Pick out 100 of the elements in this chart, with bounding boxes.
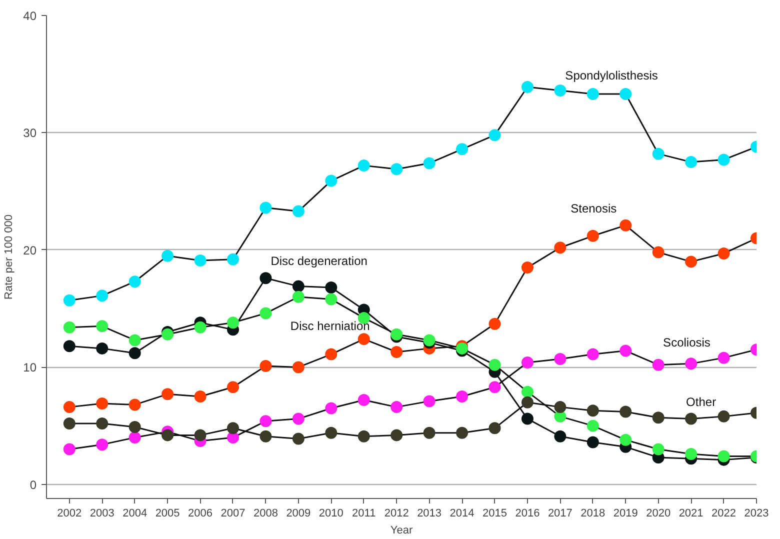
point [685, 412, 698, 425]
x-tick-label: 2022 [712, 508, 736, 520]
point [358, 394, 370, 406]
point [554, 401, 566, 414]
x-tick-label: 2012 [384, 508, 409, 520]
series-label: Disc degeneration [270, 254, 368, 268]
point [227, 422, 239, 434]
series-label: Disc herniation [290, 318, 370, 333]
point [325, 293, 338, 306]
y-tick-label: 30 [23, 126, 37, 140]
point [162, 250, 174, 262]
point [554, 353, 566, 365]
point [96, 438, 108, 451]
point [554, 430, 566, 442]
point [194, 254, 206, 267]
point [718, 410, 730, 422]
point [456, 390, 468, 402]
point [128, 334, 141, 346]
point [652, 412, 664, 424]
point [620, 88, 632, 100]
point [63, 340, 76, 352]
point [718, 247, 730, 260]
point [63, 321, 76, 334]
x-tick-label: 2013 [417, 508, 442, 520]
point [260, 307, 272, 320]
y-tick-label: 0 [30, 478, 37, 492]
point [586, 436, 599, 448]
point [128, 398, 141, 411]
point [325, 281, 338, 294]
point [586, 230, 599, 242]
point [260, 415, 272, 428]
point [685, 358, 698, 370]
point [96, 342, 108, 354]
point [488, 129, 501, 142]
point [652, 443, 664, 456]
x-tick-label: 2016 [515, 508, 540, 520]
x-tick-label: 2017 [548, 508, 572, 520]
x-tick-label: 2008 [253, 508, 278, 520]
point [685, 256, 698, 268]
point [652, 148, 664, 160]
point [128, 347, 141, 360]
x-tick-label: 2021 [678, 508, 704, 520]
point [260, 272, 272, 284]
point [423, 334, 436, 346]
point [128, 432, 141, 444]
point [292, 412, 304, 425]
point [620, 219, 632, 232]
point [718, 154, 730, 166]
x-tick-label: 2015 [482, 508, 507, 520]
point [554, 242, 566, 254]
point [260, 360, 272, 372]
point [390, 401, 403, 414]
point [194, 390, 206, 402]
point [521, 412, 534, 425]
point [488, 318, 501, 330]
point [162, 429, 174, 442]
point [227, 316, 239, 329]
y-tick-label: 40 [23, 9, 37, 23]
x-tick-label: 2006 [188, 508, 213, 520]
x-tick-label: 2002 [57, 508, 82, 520]
series-label: Spondylolisthesis [565, 68, 658, 83]
point [390, 328, 403, 340]
point [652, 246, 664, 258]
x-tick-label: 2005 [155, 508, 180, 520]
point [292, 205, 304, 218]
point [488, 358, 501, 371]
point [63, 443, 76, 456]
x-tick-label: 2010 [318, 508, 344, 520]
point [521, 81, 534, 93]
point [390, 429, 403, 442]
point [358, 160, 370, 172]
point [586, 404, 599, 417]
point [586, 348, 599, 360]
series-label: Scoliosis [663, 336, 710, 350]
point [488, 381, 501, 394]
point [227, 381, 239, 394]
point [620, 406, 632, 418]
x-axis-title: Year [390, 524, 413, 536]
point [586, 88, 599, 100]
point [63, 417, 76, 430]
point [718, 352, 730, 364]
point [652, 358, 664, 371]
point [390, 346, 403, 358]
x-tick-label: 2019 [613, 508, 638, 520]
point [292, 432, 304, 445]
point [423, 395, 436, 408]
point [325, 402, 338, 414]
point [423, 426, 436, 439]
point [456, 143, 468, 156]
x-tick-label: 2018 [580, 508, 606, 520]
point [620, 344, 632, 357]
point [554, 84, 566, 97]
x-tick-label: 2014 [450, 508, 474, 520]
series-label: Stenosis [570, 201, 617, 216]
point [260, 202, 272, 214]
point [685, 448, 698, 460]
x-tick-label: 2007 [220, 508, 246, 520]
point [325, 348, 338, 360]
point [227, 253, 239, 266]
point [325, 426, 338, 439]
